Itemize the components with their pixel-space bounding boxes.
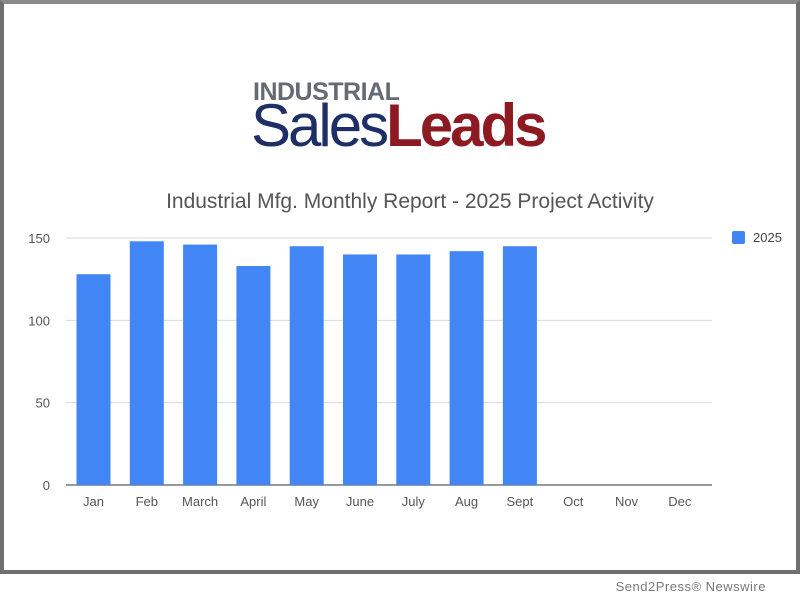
legend-swatch	[732, 231, 745, 244]
x-tick-label: April	[240, 494, 266, 509]
y-tick-label: 100	[28, 313, 50, 328]
bar-may	[289, 246, 324, 485]
logo-top-text: INDUSTRIAL	[253, 78, 400, 106]
industrial-sales-leads-logo: INDUSTRIAL SalesLeads	[251, 78, 583, 168]
x-tick-label: June	[346, 494, 374, 509]
x-tick-label: Aug	[455, 494, 478, 509]
x-tick-label: Nov	[615, 494, 639, 509]
x-tick-label: Sept	[507, 494, 534, 509]
bar-chart: 0 50 100 150 Jan Feb March April May June July Aug S…	[28, 230, 782, 509]
logo-sales-text: Sales	[251, 92, 389, 159]
y-tick-label: 50	[36, 396, 50, 411]
y-tick-label: 150	[28, 231, 50, 246]
y-tick-label: 0	[43, 478, 50, 493]
x-tick-label: Dec	[668, 494, 692, 509]
x-tick-label: March	[182, 494, 218, 509]
bar-feb	[129, 241, 164, 485]
x-tick-label: July	[402, 494, 426, 509]
logo-leads-text: Leads	[386, 92, 547, 159]
bar-june	[343, 254, 377, 485]
bar-march	[183, 244, 218, 485]
bar-july	[396, 254, 431, 485]
x-tick-label: Feb	[136, 494, 158, 509]
source-credit: Send2Press® Newswire	[615, 579, 766, 594]
chart-title: Industrial Mfg. Monthly Report - 2025 Pr…	[166, 190, 654, 213]
logo-wordmark: SalesLeads	[251, 96, 548, 156]
x-tick-label: Jan	[83, 494, 104, 509]
bar-april	[236, 265, 271, 485]
legend-label: 2025	[753, 230, 782, 245]
bar-jan	[76, 274, 111, 485]
x-tick-label: Oct	[563, 494, 584, 509]
bar-aug	[449, 251, 484, 485]
bar-sept	[502, 246, 537, 485]
x-tick-label: May	[294, 494, 319, 509]
